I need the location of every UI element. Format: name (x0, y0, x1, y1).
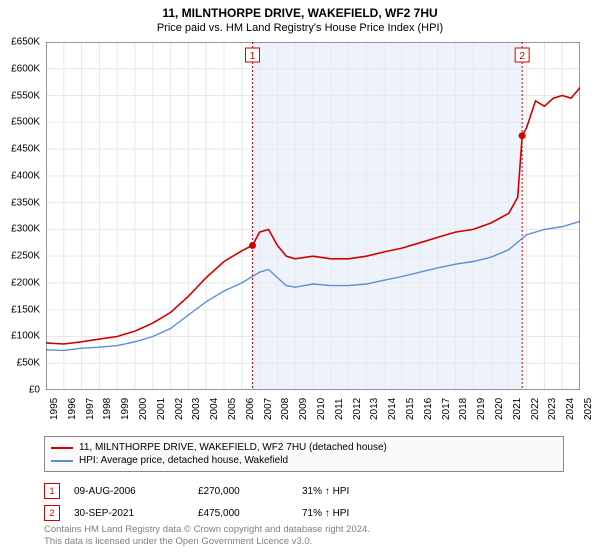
y-tick-label: £150K (11, 304, 40, 315)
x-tick-label: 2007 (263, 398, 274, 420)
sale-marker-1: 1 (44, 483, 60, 499)
y-tick-label: £200K (11, 277, 40, 288)
legend-item-hpi: HPI: Average price, detached house, Wake… (51, 454, 557, 467)
legend-label-hpi: HPI: Average price, detached house, Wake… (79, 455, 288, 466)
sales-row-2: 2 30-SEP-2021 £475,000 71% ↑ HPI (44, 502, 564, 524)
x-tick-label: 2018 (458, 398, 469, 420)
chart-svg: 12 (46, 42, 580, 390)
y-tick-label: £600K (11, 63, 40, 74)
x-tick-label: 2020 (494, 398, 505, 420)
x-tick-label: 2016 (423, 398, 434, 420)
x-tick-label: 1998 (102, 398, 113, 420)
sale-price-1: £270,000 (198, 486, 288, 497)
x-tick-label: 2001 (156, 398, 167, 420)
sales-table: 1 09-AUG-2006 £270,000 31% ↑ HPI 2 30-SE… (44, 480, 564, 524)
footer-line-1: Contains HM Land Registry data © Crown c… (44, 524, 564, 536)
sale-pct-1: 31% ↑ HPI (302, 486, 392, 497)
y-tick-label: £50K (17, 358, 40, 369)
x-tick-label: 1997 (85, 398, 96, 420)
sale-date-2: 30-SEP-2021 (74, 508, 184, 519)
chart-plot-area: 12 (46, 42, 580, 390)
y-tick-label: £400K (11, 170, 40, 181)
legend-swatch-property (51, 447, 73, 449)
y-axis-labels: £0£50K£100K£150K£200K£250K£300K£350K£400… (0, 42, 44, 390)
x-tick-label: 2011 (334, 398, 345, 420)
legend-label-property: 11, MILNTHORPE DRIVE, WAKEFIELD, WF2 7HU… (79, 442, 387, 453)
x-tick-label: 2005 (227, 398, 238, 420)
y-tick-label: £100K (11, 331, 40, 342)
chart-subtitle: Price paid vs. HM Land Registry's House … (0, 20, 600, 40)
x-tick-label: 2010 (316, 398, 327, 420)
sale-pct-2: 71% ↑ HPI (302, 508, 392, 519)
sale-price-2: £475,000 (198, 508, 288, 519)
x-axis-labels: 1995 1996 1997 1998 1999 2000 2001 2002 2003 2004… (46, 392, 580, 432)
y-tick-label: £300K (11, 224, 40, 235)
x-tick-label: 2006 (245, 398, 256, 420)
x-tick-label: 2024 (565, 398, 576, 420)
y-tick-label: £0 (29, 385, 40, 396)
x-tick-label: 2012 (352, 398, 363, 420)
y-tick-label: £250K (11, 251, 40, 262)
chart-container: 11, MILNTHORPE DRIVE, WAKEFIELD, WF2 7HU… (0, 0, 600, 560)
y-tick-label: £550K (11, 90, 40, 101)
x-tick-label: 2009 (298, 398, 309, 420)
x-tick-label: 2000 (138, 398, 149, 420)
x-tick-label: 2021 (512, 398, 523, 420)
x-tick-label: 2019 (476, 398, 487, 420)
y-tick-label: £650K (11, 37, 40, 48)
sale-marker-2: 2 (44, 505, 60, 521)
x-tick-label: 2004 (209, 398, 220, 420)
legend-swatch-hpi (51, 460, 73, 462)
x-tick-label: 2008 (280, 398, 291, 420)
x-tick-label: 1999 (120, 398, 131, 420)
y-tick-label: £500K (11, 117, 40, 128)
svg-text:1: 1 (250, 51, 256, 62)
x-tick-label: 2015 (405, 398, 416, 420)
x-tick-label: 2013 (369, 398, 380, 420)
sales-row-1: 1 09-AUG-2006 £270,000 31% ↑ HPI (44, 480, 564, 502)
x-tick-label: 2022 (530, 398, 541, 420)
footer-attribution: Contains HM Land Registry data © Crown c… (44, 524, 564, 549)
x-tick-label: 2014 (387, 398, 398, 420)
x-tick-label: 1995 (49, 398, 60, 420)
legend: 11, MILNTHORPE DRIVE, WAKEFIELD, WF2 7HU… (44, 436, 564, 472)
y-tick-label: £350K (11, 197, 40, 208)
y-tick-label: £450K (11, 144, 40, 155)
footer-line-2: This data is licensed under the Open Gov… (44, 536, 564, 548)
x-tick-label: 2017 (441, 398, 452, 420)
x-tick-label: 2025 (583, 398, 594, 420)
sale-date-1: 09-AUG-2006 (74, 486, 184, 497)
chart-title: 11, MILNTHORPE DRIVE, WAKEFIELD, WF2 7HU (0, 0, 600, 20)
x-tick-label: 2003 (191, 398, 202, 420)
legend-item-property: 11, MILNTHORPE DRIVE, WAKEFIELD, WF2 7HU… (51, 441, 557, 454)
x-tick-label: 2002 (174, 398, 185, 420)
svg-text:2: 2 (519, 51, 525, 62)
x-tick-label: 1996 (67, 398, 78, 420)
x-tick-label: 2023 (547, 398, 558, 420)
